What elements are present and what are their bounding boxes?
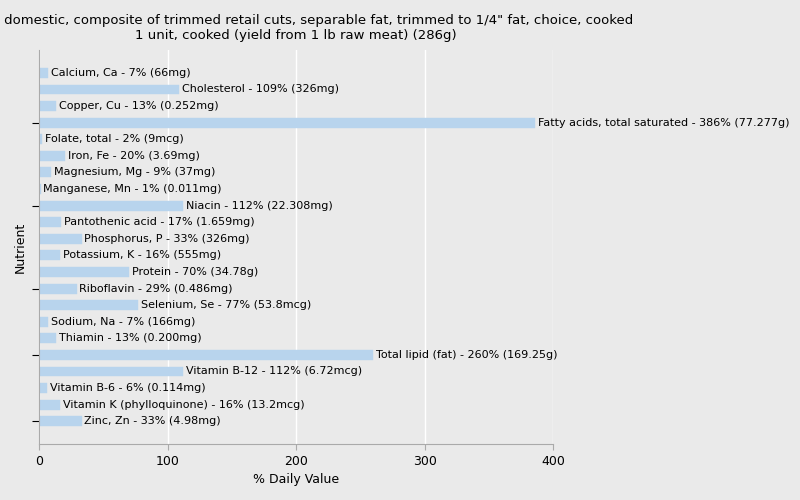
- Text: Riboflavin - 29% (0.486mg): Riboflavin - 29% (0.486mg): [79, 284, 233, 294]
- Text: Zinc, Zn - 33% (4.98mg): Zinc, Zn - 33% (4.98mg): [84, 416, 221, 426]
- Bar: [39, 217, 62, 227]
- Bar: [39, 300, 138, 310]
- Text: Vitamin B-12 - 112% (6.72mcg): Vitamin B-12 - 112% (6.72mcg): [186, 366, 362, 376]
- Bar: [39, 334, 56, 344]
- Bar: [39, 250, 60, 260]
- Text: Potassium, K - 16% (555mg): Potassium, K - 16% (555mg): [62, 250, 221, 260]
- Bar: [39, 68, 48, 78]
- Text: Sodium, Na - 7% (166mg): Sodium, Na - 7% (166mg): [51, 316, 195, 326]
- Title: Lamb, domestic, composite of trimmed retail cuts, separable fat, trimmed to 1/4": Lamb, domestic, composite of trimmed ret…: [0, 14, 634, 42]
- Text: Phosphorus, P - 33% (326mg): Phosphorus, P - 33% (326mg): [84, 234, 250, 244]
- Text: Manganese, Mn - 1% (0.011mg): Manganese, Mn - 1% (0.011mg): [43, 184, 222, 194]
- Text: Protein - 70% (34.78g): Protein - 70% (34.78g): [132, 267, 258, 277]
- Bar: [39, 383, 47, 393]
- Text: Total lipid (fat) - 260% (169.25g): Total lipid (fat) - 260% (169.25g): [376, 350, 558, 360]
- Bar: [39, 101, 56, 111]
- Text: Thiamin - 13% (0.200mg): Thiamin - 13% (0.200mg): [58, 334, 202, 344]
- Bar: [39, 350, 374, 360]
- Text: Cholesterol - 109% (326mg): Cholesterol - 109% (326mg): [182, 84, 339, 94]
- Bar: [39, 151, 65, 161]
- Text: Pantothenic acid - 17% (1.659mg): Pantothenic acid - 17% (1.659mg): [64, 217, 254, 227]
- Text: Iron, Fe - 20% (3.69mg): Iron, Fe - 20% (3.69mg): [68, 151, 199, 161]
- Bar: [39, 366, 183, 376]
- Bar: [39, 118, 535, 128]
- Text: Magnesium, Mg - 9% (37mg): Magnesium, Mg - 9% (37mg): [54, 168, 215, 177]
- Bar: [39, 400, 60, 409]
- Bar: [39, 284, 77, 294]
- Bar: [39, 234, 82, 244]
- Bar: [39, 134, 42, 144]
- Text: Selenium, Se - 77% (53.8mcg): Selenium, Se - 77% (53.8mcg): [141, 300, 311, 310]
- Bar: [39, 316, 48, 326]
- Text: Vitamin K (phylloquinone) - 16% (13.2mcg): Vitamin K (phylloquinone) - 16% (13.2mcg…: [62, 400, 304, 409]
- Bar: [39, 267, 130, 277]
- Bar: [39, 184, 41, 194]
- Text: Calcium, Ca - 7% (66mg): Calcium, Ca - 7% (66mg): [51, 68, 190, 78]
- Bar: [39, 416, 82, 426]
- Text: Folate, total - 2% (9mcg): Folate, total - 2% (9mcg): [45, 134, 183, 144]
- Bar: [39, 84, 179, 94]
- Bar: [39, 200, 183, 210]
- Text: Vitamin B-6 - 6% (0.114mg): Vitamin B-6 - 6% (0.114mg): [50, 383, 206, 393]
- Bar: [39, 168, 51, 177]
- Y-axis label: Nutrient: Nutrient: [14, 222, 27, 272]
- Text: Fatty acids, total saturated - 386% (77.277g): Fatty acids, total saturated - 386% (77.…: [538, 118, 790, 128]
- Text: Niacin - 112% (22.308mg): Niacin - 112% (22.308mg): [186, 200, 333, 210]
- Text: Copper, Cu - 13% (0.252mg): Copper, Cu - 13% (0.252mg): [58, 101, 218, 111]
- X-axis label: % Daily Value: % Daily Value: [254, 473, 339, 486]
